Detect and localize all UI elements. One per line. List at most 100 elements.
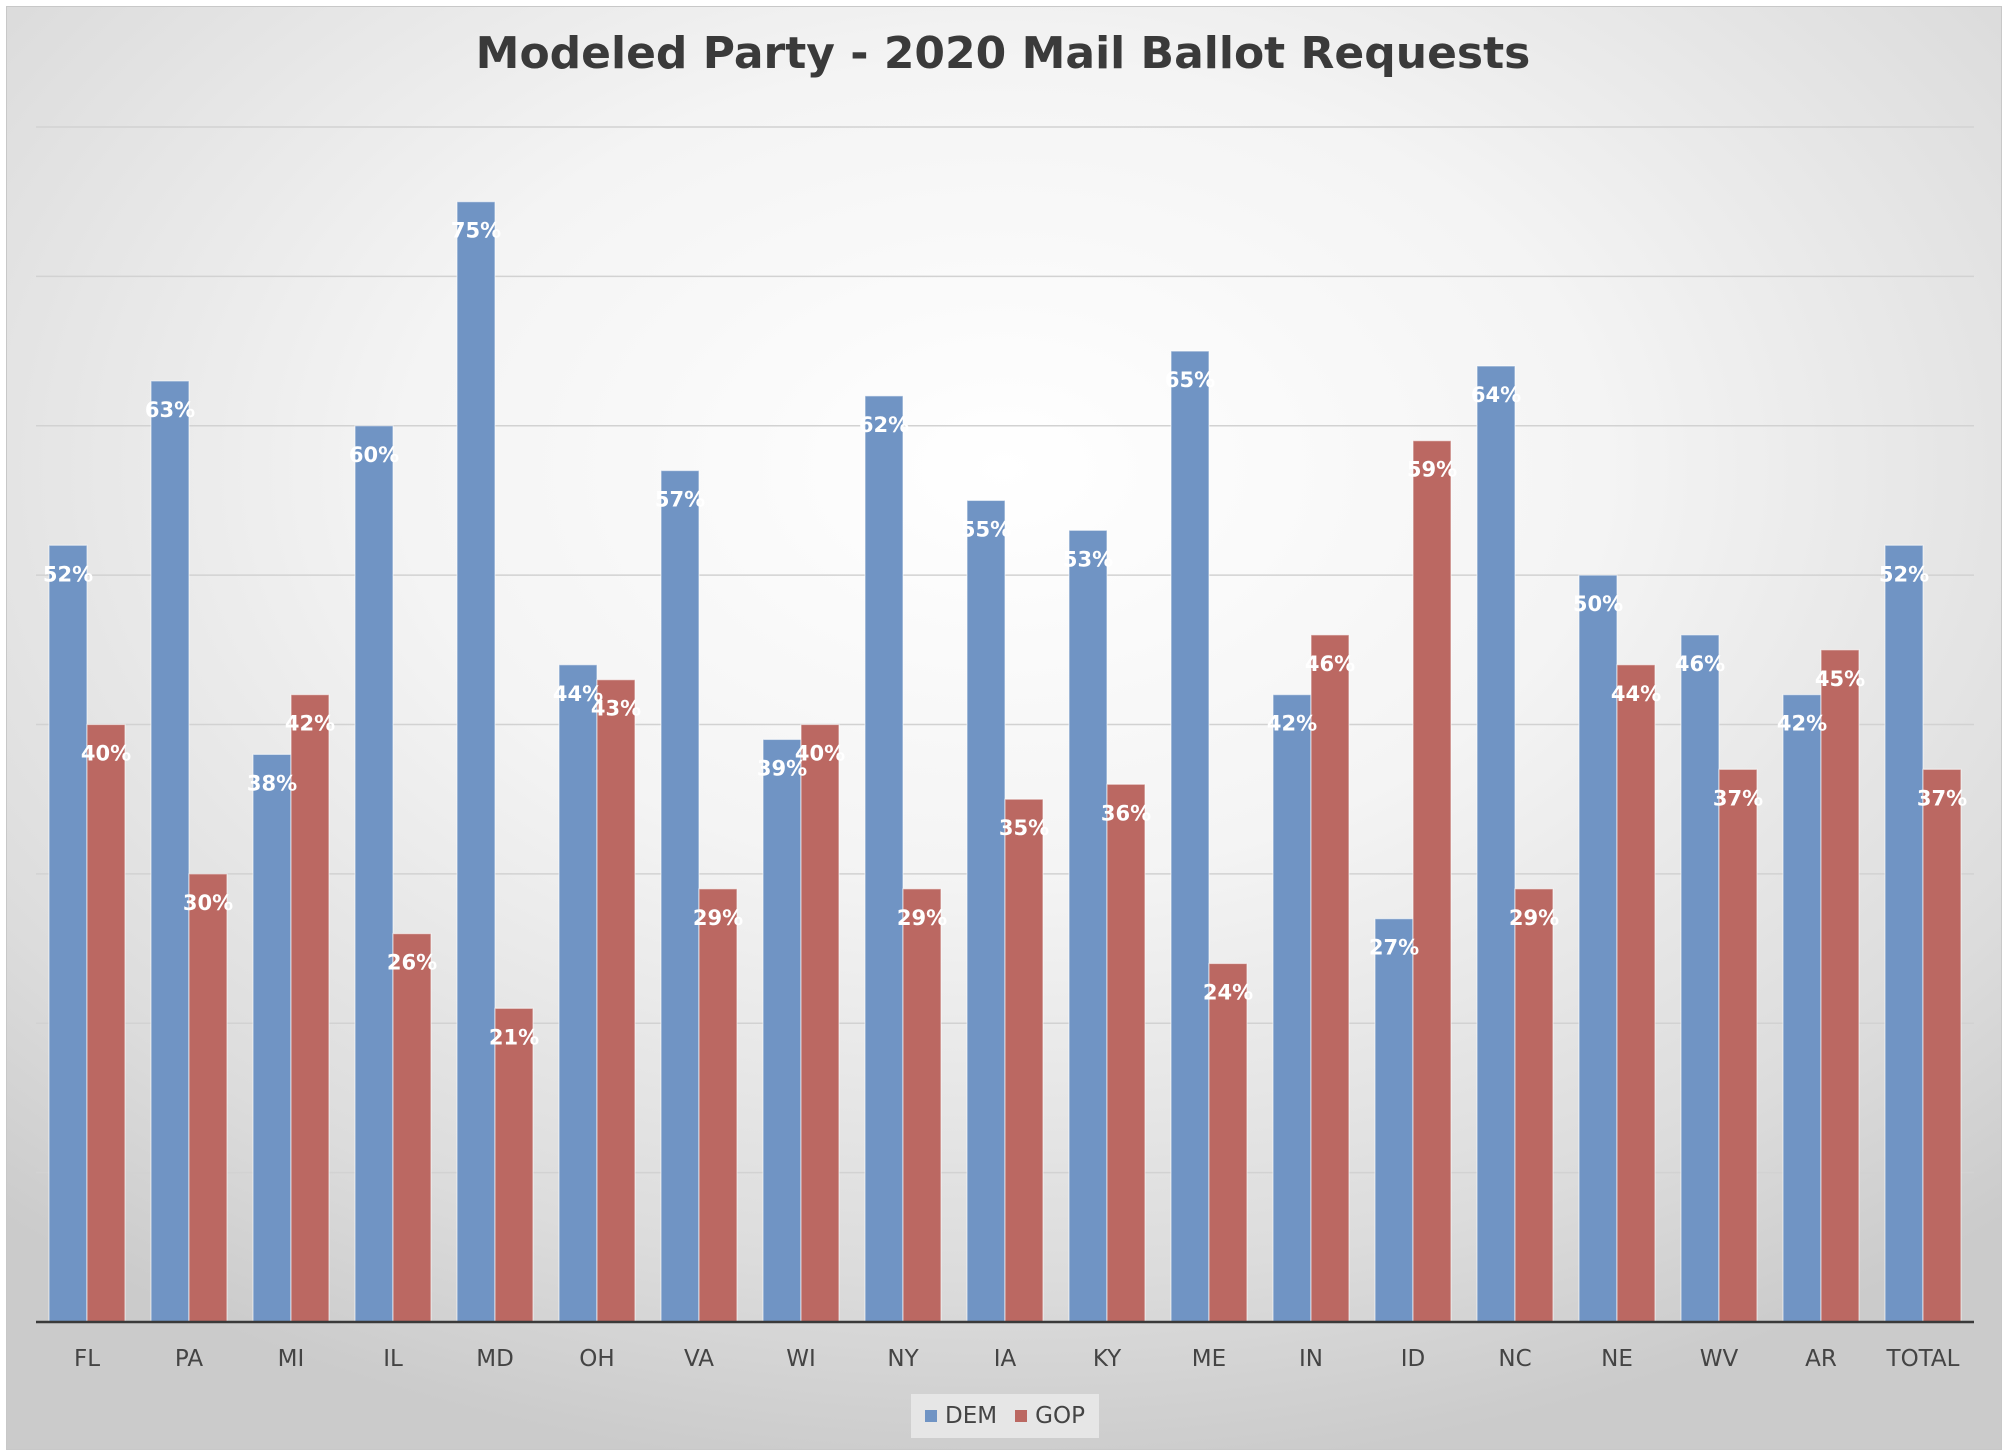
data-label-gop-mi: 42% xyxy=(285,712,335,736)
data-label-dem-total: 52% xyxy=(1879,562,1929,586)
data-label-dem-il: 60% xyxy=(349,443,399,467)
data-label-dem-fl: 52% xyxy=(43,562,93,586)
bar-dem-va xyxy=(660,469,700,1323)
data-label-dem-mi: 38% xyxy=(247,771,297,795)
bar-dem-ny xyxy=(864,395,904,1323)
legend-swatch-dem xyxy=(925,1410,938,1422)
bar-dem-md xyxy=(456,201,496,1323)
bar-dem-me xyxy=(1170,350,1210,1323)
x-tick-label: FL xyxy=(74,1346,100,1372)
x-tick-label: MD xyxy=(476,1346,514,1372)
legend-label-dem: DEM xyxy=(945,1403,998,1429)
bar-gop-wi xyxy=(800,723,840,1323)
x-tick-label: WI xyxy=(786,1346,816,1372)
bar-dem-mi xyxy=(252,753,292,1323)
data-label-gop-ar: 45% xyxy=(1815,667,1865,691)
bar-gop-md xyxy=(494,1007,534,1323)
x-tick-label: IN xyxy=(1299,1346,1323,1372)
data-label-dem-id: 27% xyxy=(1369,936,1419,960)
bar-dem-id xyxy=(1374,918,1414,1323)
bar-gop-ne xyxy=(1616,664,1656,1323)
bar-dem-wi xyxy=(762,738,802,1323)
x-tick-label: VA xyxy=(684,1346,714,1372)
bar-gop-ia xyxy=(1004,798,1044,1323)
x-tick-label: PA xyxy=(175,1346,203,1372)
data-label-dem-wi: 39% xyxy=(757,756,807,780)
x-tick-label: NE xyxy=(1601,1346,1633,1372)
bar-gop-ky xyxy=(1106,783,1146,1323)
data-label-gop-me: 24% xyxy=(1203,981,1253,1005)
x-tick-label: TOTAL xyxy=(1886,1346,1960,1372)
legend: DEM GOP xyxy=(911,1394,1099,1438)
data-label-dem-oh: 44% xyxy=(553,682,603,706)
legend-swatch-gop xyxy=(1015,1410,1028,1422)
bar-gop-me xyxy=(1208,962,1248,1323)
bar-dem-oh xyxy=(558,664,598,1323)
x-tick-label: IA xyxy=(994,1346,1017,1372)
data-label-gop-oh: 43% xyxy=(591,697,641,721)
x-tick-label: IL xyxy=(383,1346,403,1372)
bar-dem-fl xyxy=(48,544,88,1323)
bar-gop-fl xyxy=(86,723,126,1323)
data-label-gop-pa: 30% xyxy=(183,891,233,915)
bar-dem-ky xyxy=(1068,529,1108,1323)
data-label-gop-total: 37% xyxy=(1917,786,1967,810)
legend-entry-gop: GOP xyxy=(1015,1403,1085,1429)
data-label-gop-ne: 44% xyxy=(1611,682,1661,706)
data-label-gop-va: 29% xyxy=(693,906,743,930)
data-label-gop-il: 26% xyxy=(387,951,437,975)
data-label-gop-fl: 40% xyxy=(81,742,131,766)
bar-gop-total xyxy=(1922,768,1962,1323)
bar-gop-in xyxy=(1310,634,1350,1323)
data-labels: 52%40%63%30%38%42%60%26%75%21%44%43%57%2… xyxy=(43,219,1967,1050)
bars xyxy=(48,201,1962,1323)
data-label-dem-wv: 46% xyxy=(1675,652,1725,676)
data-label-dem-me: 65% xyxy=(1165,368,1215,392)
x-tick-label: OH xyxy=(579,1346,614,1372)
data-label-dem-ny: 62% xyxy=(859,413,909,437)
data-label-dem-ne: 50% xyxy=(1573,592,1623,616)
bar-dem-total xyxy=(1884,544,1924,1323)
bar-dem-nc xyxy=(1476,365,1516,1323)
data-label-gop-nc: 29% xyxy=(1509,906,1559,930)
data-label-gop-in: 46% xyxy=(1305,652,1355,676)
chart-title: Modeled Party - 2020 Mail Ballot Request… xyxy=(475,28,1531,79)
x-tick-label: ID xyxy=(1401,1346,1426,1372)
bar-gop-il xyxy=(392,933,432,1323)
data-label-dem-nc: 64% xyxy=(1471,383,1521,407)
data-label-gop-ny: 29% xyxy=(897,906,947,930)
bar-gop-id xyxy=(1412,440,1452,1323)
bar-gop-nc xyxy=(1514,888,1554,1323)
data-label-gop-id: 59% xyxy=(1407,458,1457,482)
bar-gop-pa xyxy=(188,873,228,1323)
x-tick-label: NC xyxy=(1498,1346,1531,1372)
bar-gop-va xyxy=(698,888,738,1323)
bar-gop-mi xyxy=(290,694,330,1323)
bar-dem-in xyxy=(1272,694,1312,1323)
bar-dem-ar xyxy=(1782,694,1822,1323)
data-label-gop-wv: 37% xyxy=(1713,786,1763,810)
data-label-dem-md: 75% xyxy=(451,219,501,243)
bar-gop-ar xyxy=(1820,649,1860,1323)
bar-dem-pa xyxy=(150,380,190,1323)
bar-gop-ny xyxy=(902,888,942,1323)
bar-gop-wv xyxy=(1718,768,1758,1323)
x-tick-label: AR xyxy=(1805,1346,1837,1372)
legend-entry-dem: DEM xyxy=(925,1403,997,1429)
data-label-dem-ky: 53% xyxy=(1063,547,1113,571)
data-label-dem-ar: 42% xyxy=(1777,712,1827,736)
x-tick-label: MI xyxy=(278,1346,305,1372)
bar-dem-il xyxy=(354,425,394,1323)
x-tick-label: ME xyxy=(1192,1346,1226,1372)
x-tick-label: WV xyxy=(1700,1346,1739,1372)
data-label-dem-ia: 55% xyxy=(961,517,1011,541)
data-label-gop-md: 21% xyxy=(489,1025,539,1049)
legend-label-gop: GOP xyxy=(1035,1403,1085,1429)
bar-gop-oh xyxy=(596,679,636,1323)
bar-dem-wv xyxy=(1680,634,1720,1323)
data-label-dem-in: 42% xyxy=(1267,712,1317,736)
data-label-gop-ky: 36% xyxy=(1101,801,1151,825)
x-tick-label: KY xyxy=(1093,1346,1122,1372)
data-label-gop-ia: 35% xyxy=(999,816,1049,840)
